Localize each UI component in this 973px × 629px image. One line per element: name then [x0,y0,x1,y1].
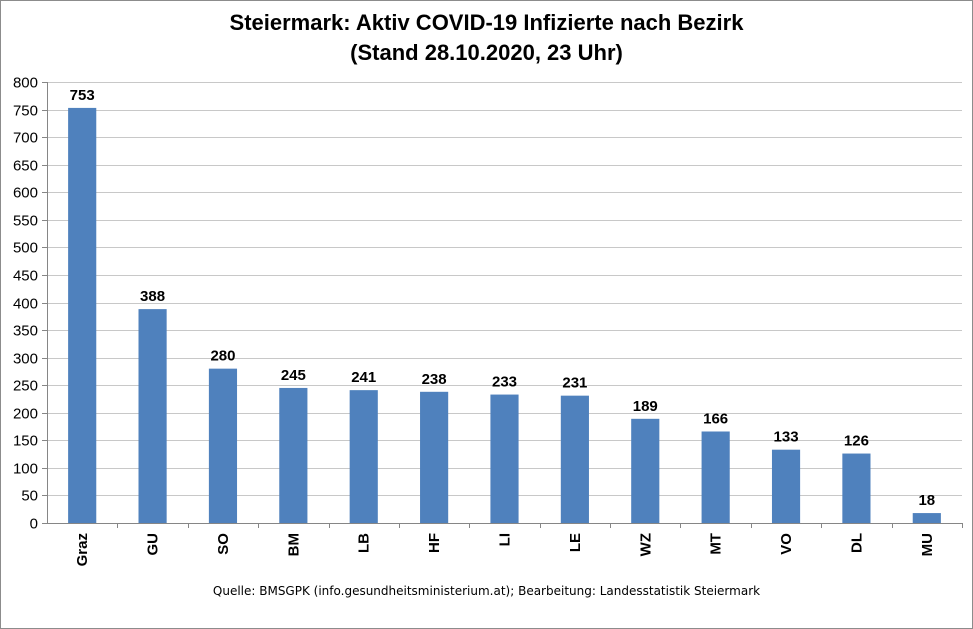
y-tick-label: 200 [13,406,38,423]
category-label-li: LI [497,533,514,546]
data-label-vo: 133 [774,429,799,446]
y-tick-label: 350 [13,323,38,340]
y-tick-label: 750 [13,103,38,120]
data-label-le: 231 [562,375,587,392]
bar-li [490,394,519,523]
source-note: Quelle: BMSGPK (info.gesundheitsminister… [212,584,761,598]
bar-dl [842,453,871,523]
data-label-dl: 126 [844,433,869,450]
data-label-gu: 388 [140,288,165,305]
bar-hf [420,391,449,523]
data-label-graz: 753 [70,87,95,104]
bar-gu [138,309,167,523]
bar-graz [68,107,97,523]
bar-wz [631,418,660,523]
category-label-vo: VO [778,533,795,555]
data-label-mu: 18 [918,492,935,509]
y-tick-label: 800 [13,75,38,92]
y-tick-label: 100 [13,461,38,478]
y-tick-label: 250 [13,378,38,395]
data-label-hf: 238 [422,371,447,388]
category-label-lb: LB [356,533,373,553]
category-label-bm: BM [285,533,302,556]
category-label-le: LE [567,533,584,552]
y-tick-label: 50 [21,488,38,505]
axes [42,82,963,528]
y-tick-label: 700 [13,130,38,147]
category-label-hf: HF [426,533,443,553]
y-tick-label: 400 [13,296,38,313]
y-tick-label: 600 [13,185,38,202]
data-label-bm: 245 [281,367,306,384]
y-tick-label: 300 [13,351,38,368]
bars [68,107,941,523]
category-label-mt: MT [708,533,725,555]
category-label-so: SO [215,533,232,555]
y-tick-label: 0 [30,516,38,533]
y-tick-label: 150 [13,433,38,450]
y-tick-label: 450 [13,268,38,285]
bar-lb [349,390,378,523]
data-label-li: 233 [492,374,517,391]
data-label-wz: 189 [633,398,658,415]
y-tick-label: 650 [13,158,38,175]
bar-so [208,368,238,523]
category-label-dl: DL [848,533,865,553]
chart-title: Steiermark: Aktiv COVID-19 Infizierte na… [229,10,744,35]
bar-vo [771,449,801,523]
category-label-wz: WZ [637,533,654,556]
bar-mt [701,431,730,523]
bar-bm [279,387,308,523]
y-tick-label: 550 [13,213,38,230]
category-label-mu: MU [919,533,936,556]
labels: 0 50 100 150 200 250 300 350 400 450 500 550 600 650 7… [13,75,936,567]
y-tick-label: 500 [13,240,38,257]
bar-mu [912,513,941,523]
category-label-graz: Graz [74,533,91,566]
data-label-mt: 166 [703,410,728,427]
chart-subtitle: (Stand 28.10.2020, 23 Uhr) [350,40,623,65]
bar-le [560,395,589,523]
data-label-so: 280 [210,348,235,365]
category-label-gu: GU [145,533,162,556]
data-label-lb: 241 [351,369,376,386]
